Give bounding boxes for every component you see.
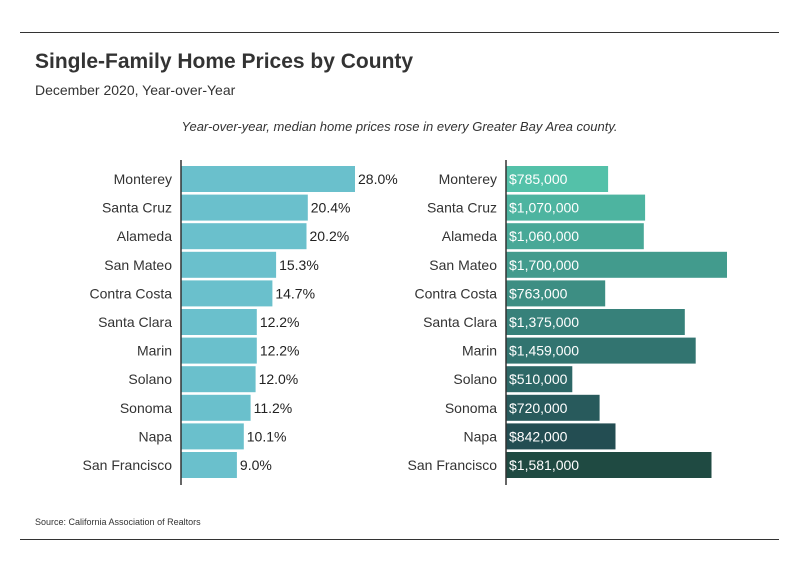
price-bar	[506, 423, 616, 450]
price-category-label: San Francisco	[408, 457, 498, 473]
price-category-label: Sonoma	[445, 400, 497, 416]
price-value-label: $1,060,000	[509, 228, 579, 244]
price-value-label: $842,000	[509, 428, 568, 444]
top-rule	[20, 32, 779, 33]
pct-category-label: Solano	[128, 371, 172, 387]
price-bar	[506, 223, 644, 250]
pct-category-label: Contra Costa	[90, 285, 173, 301]
pct-bar	[181, 194, 308, 221]
price-category-label: Solano	[453, 371, 497, 387]
chart-title: Single-Family Home Prices by County	[35, 50, 414, 73]
pct-bar	[181, 337, 257, 364]
price-value-label: $720,000	[509, 400, 568, 416]
price-bar	[506, 366, 573, 393]
price-category-label: Santa Clara	[423, 314, 497, 330]
price-category-label: Contra Costa	[415, 285, 498, 301]
price-value-label: $785,000	[509, 171, 568, 187]
price-bar	[506, 309, 685, 335]
pct-bar	[181, 366, 256, 393]
pct-category-label: Sonoma	[120, 400, 172, 416]
pct-value-label: 10.1%	[247, 428, 287, 444]
pct-value-label: 20.4%	[311, 200, 351, 216]
pct-value-label: 14.7%	[275, 285, 315, 301]
pct-value-label: 11.2%	[254, 400, 293, 416]
pct-category-label: San Mateo	[104, 257, 172, 273]
pct-bar	[181, 223, 307, 250]
price-bar	[506, 251, 727, 278]
pct-bar	[181, 452, 237, 478]
pct-category-label: Monterey	[114, 171, 172, 187]
pct-category-label: Napa	[139, 428, 173, 444]
pct-bar	[181, 166, 355, 192]
pct-bar	[181, 309, 257, 335]
price-category-label: San Mateo	[429, 257, 497, 273]
price-bar	[506, 194, 646, 221]
pct-bar	[181, 423, 244, 450]
bottom-rule	[20, 539, 779, 540]
price-value-label: $763,000	[509, 285, 568, 301]
pct-value-label: 28.0%	[358, 171, 398, 187]
chart-annotation: Year-over-year, median home prices rose …	[181, 119, 618, 134]
price-category-label: Monterey	[439, 171, 497, 187]
price-bar	[506, 394, 600, 421]
pct-value-label: 12.2%	[260, 314, 300, 330]
chart-subtitle: December 2020, Year-over-Year	[35, 82, 236, 98]
pct-category-label: Santa Cruz	[102, 200, 172, 216]
price-value-label: $1,070,000	[509, 200, 579, 216]
pct-bar	[181, 280, 273, 307]
price-value-label: $1,700,000	[509, 257, 579, 273]
price-value-label: $1,581,000	[509, 457, 579, 473]
pct-value-label: 9.0%	[240, 457, 272, 473]
price-category-label: Alameda	[442, 228, 497, 244]
price-bar	[506, 280, 606, 307]
pct-category-label: Marin	[137, 343, 172, 359]
pct-category-label: Alameda	[117, 228, 172, 244]
price-category-label: Napa	[464, 428, 498, 444]
source-note: Source: California Association of Realto…	[35, 517, 201, 527]
price-value-label: $510,000	[509, 371, 568, 387]
pct-category-label: Santa Clara	[98, 314, 172, 330]
price-bar	[506, 166, 609, 192]
pct-value-label: 20.2%	[310, 228, 350, 244]
pct-value-label: 12.0%	[259, 371, 299, 387]
pct-bar	[181, 251, 277, 278]
price-category-label: Marin	[462, 343, 497, 359]
price-value-label: $1,375,000	[509, 314, 579, 330]
pct-value-label: 15.3%	[279, 257, 319, 273]
price-bar	[506, 337, 696, 364]
pct-bar	[181, 394, 251, 421]
pct-category-label: San Francisco	[83, 457, 173, 473]
price-bar	[506, 452, 712, 478]
price-value-label: $1,459,000	[509, 343, 579, 359]
price-category-label: Santa Cruz	[427, 200, 497, 216]
pct-value-label: 12.2%	[260, 343, 300, 359]
